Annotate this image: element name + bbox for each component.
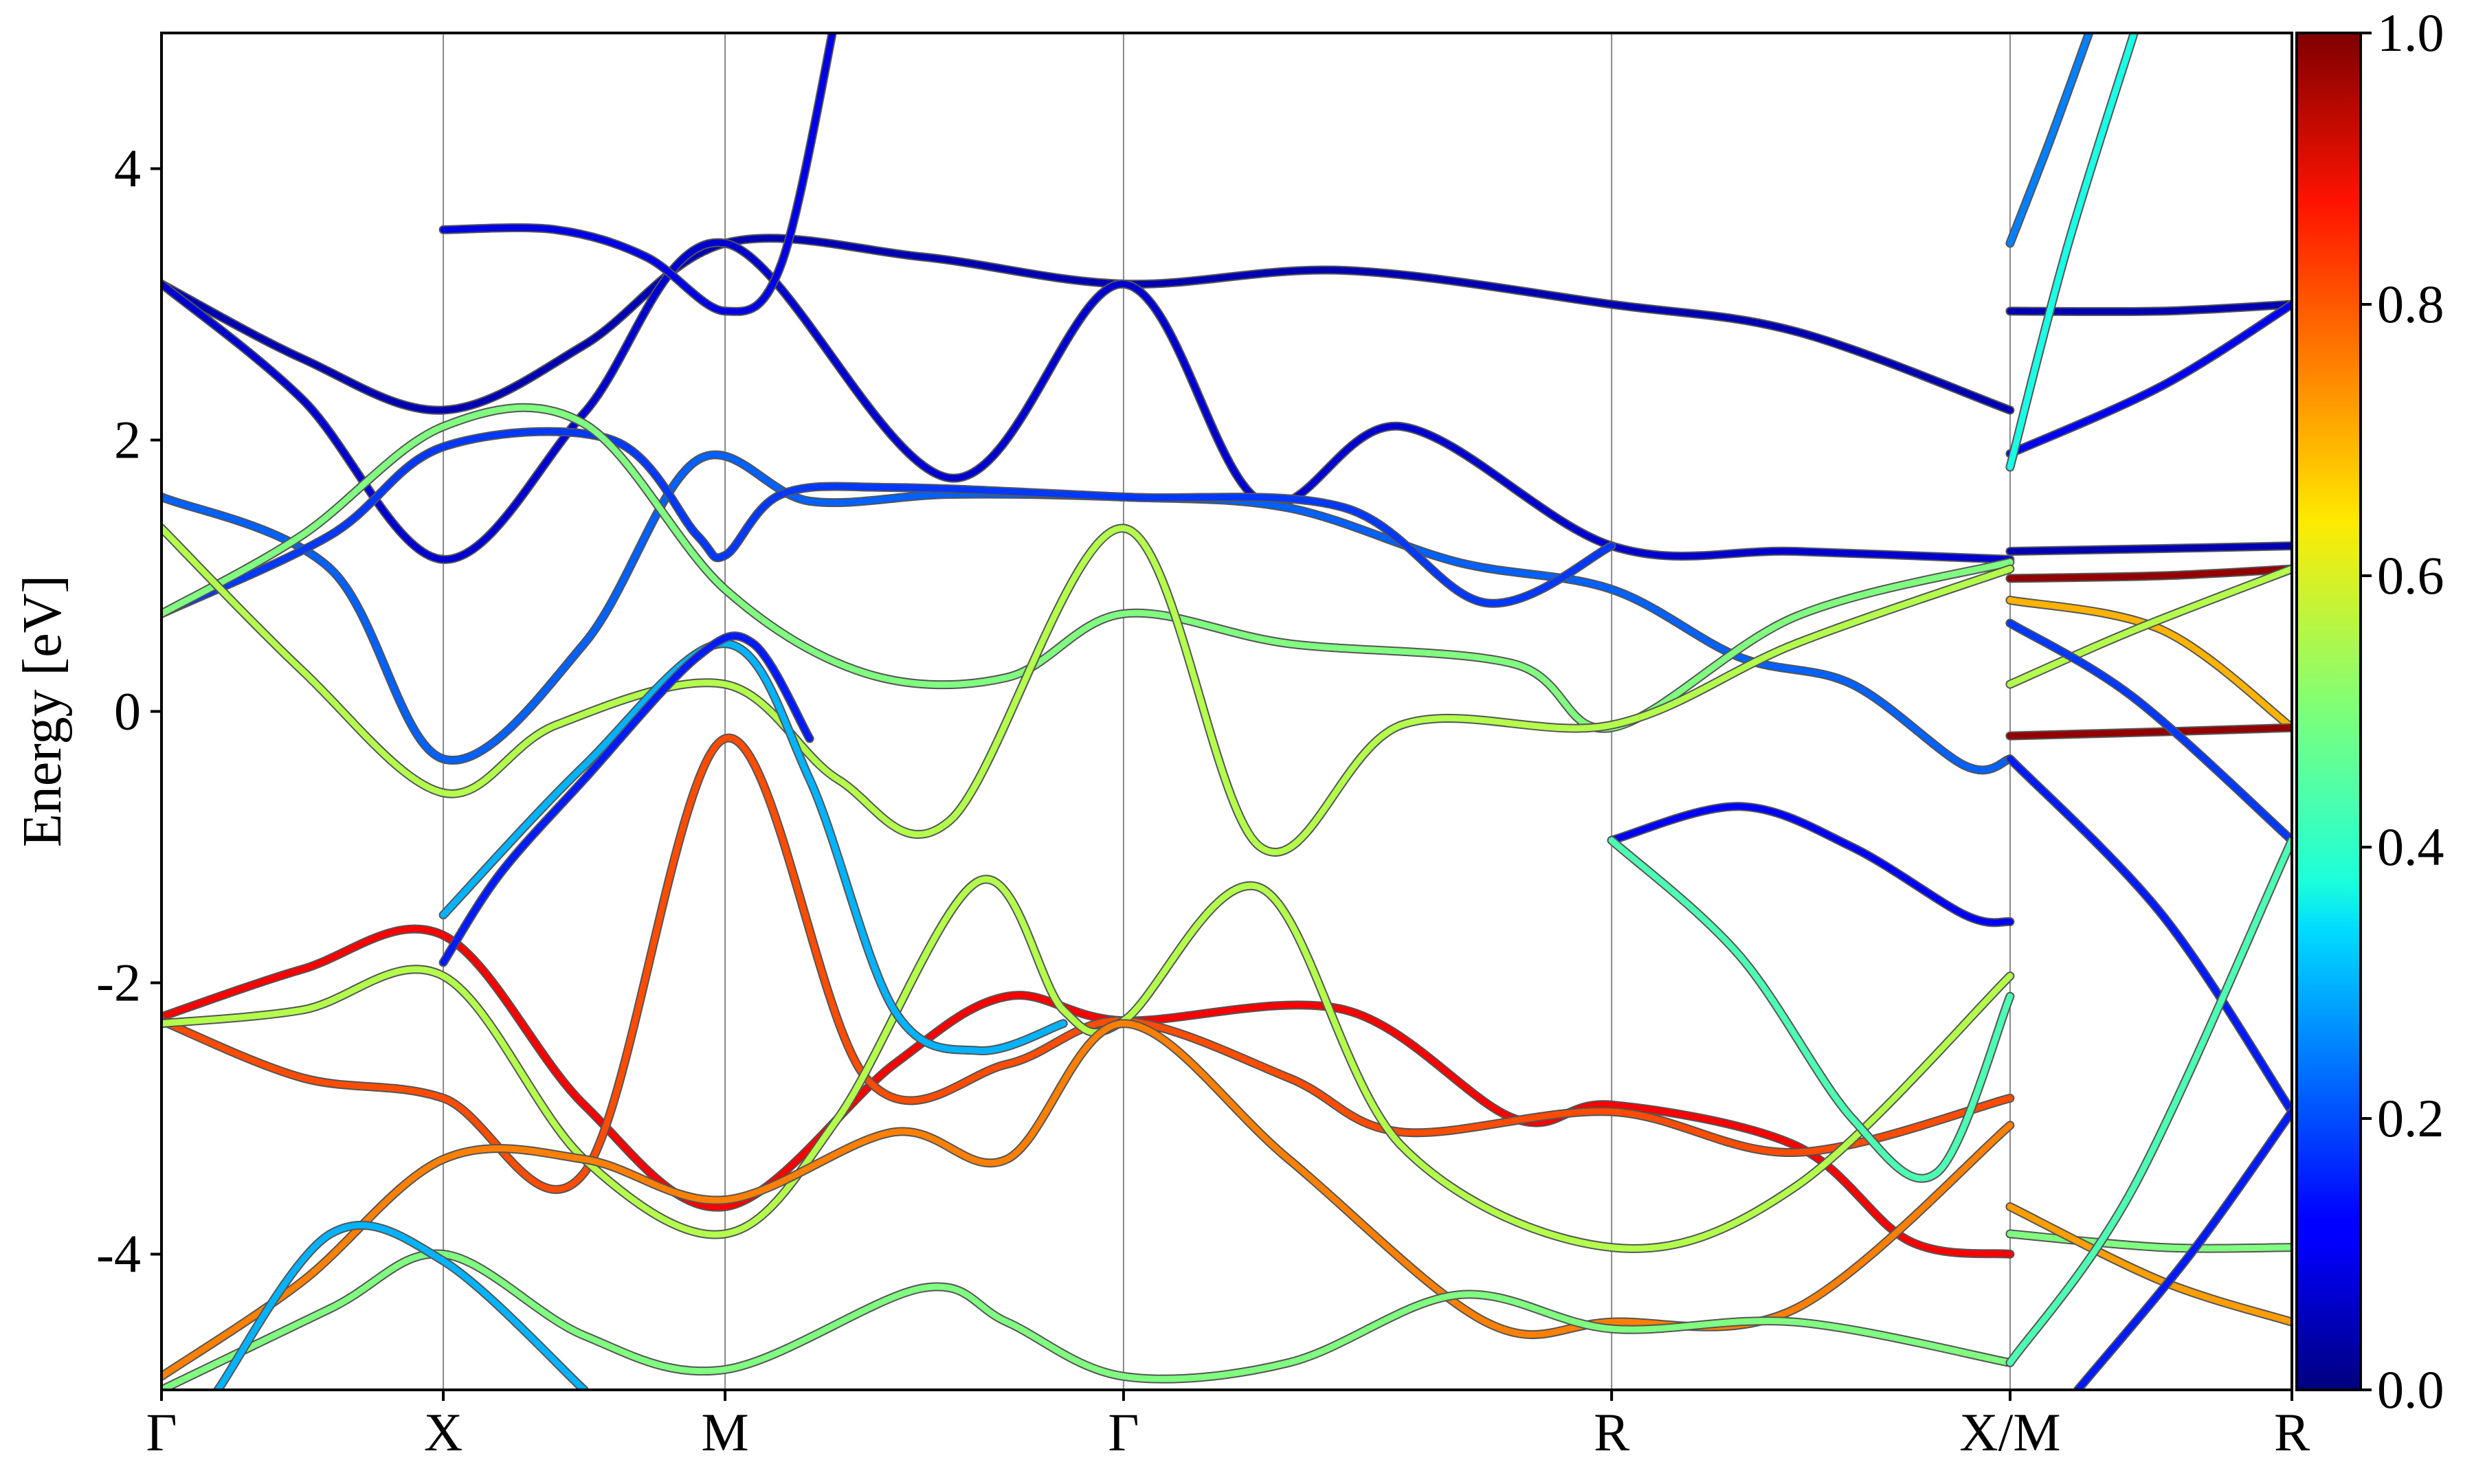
x-axis-ticks: Γ X M Γ R X/M R	[146, 1390, 2310, 1462]
colorbar-tick-label: 1.0	[2377, 3, 2444, 63]
band-line	[2074, 1108, 2292, 1390]
x-tick-label: M	[701, 1402, 748, 1462]
band-line	[2007, 565, 2292, 688]
band-line	[214, 1222, 588, 1390]
plot-area-background	[161, 33, 2292, 1390]
band-line	[2007, 1230, 2292, 1252]
band-line	[2007, 33, 2093, 247]
band-line	[2007, 597, 2292, 731]
band-line	[2007, 301, 2292, 457]
x-tick-label: Γ	[146, 1402, 177, 1462]
band-line	[440, 640, 1067, 1054]
band-line	[1608, 837, 2014, 1182]
colorbar-ticks: 0.0 0.2 0.4 0.6 0.8 1.0	[2361, 3, 2444, 1419]
band-line	[2007, 724, 2292, 739]
colorbar-tick-label: 0.0	[2377, 1360, 2444, 1419]
x-tick-label: R	[2274, 1402, 2310, 1462]
x-tick-label: X/M	[1959, 1402, 2060, 1462]
y-tick-label: 2	[114, 410, 141, 470]
colorbar-tick-label: 0.4	[2377, 817, 2444, 877]
band-line	[2007, 756, 2292, 1115]
y-tick-label: 0	[114, 682, 141, 741]
x-tick-label: R	[1594, 1402, 1629, 1462]
band-line	[440, 633, 813, 966]
colorbar-tick-label: 0.2	[2377, 1088, 2444, 1148]
y-tick-label: -2	[96, 953, 141, 1013]
band-lines	[161, 33, 2292, 1390]
band-line	[161, 235, 2014, 414]
band-line	[2007, 543, 2292, 554]
band-line	[161, 1250, 2014, 1390]
colorbar	[2295, 32, 2362, 1391]
band-line	[161, 734, 2014, 1193]
band-line	[2007, 837, 2292, 1366]
band-line	[2007, 565, 2292, 582]
band-line	[2007, 620, 2292, 844]
band-line	[161, 1020, 2014, 1380]
band-line	[2007, 33, 2137, 471]
band-line	[161, 876, 2014, 1252]
band-line	[161, 525, 2014, 855]
band-line	[2007, 1203, 2292, 1325]
y-tick-label: 4	[114, 139, 141, 199]
colorbar-tick-label: 0.8	[2377, 274, 2444, 334]
y-tick-label: -4	[96, 1224, 141, 1284]
band-line	[161, 428, 1615, 617]
band-line	[440, 33, 836, 315]
x-tick-label: X	[424, 1402, 463, 1462]
x-tick-label: Γ	[1108, 1402, 1139, 1462]
colorbar-tick-label: 0.6	[2377, 546, 2444, 605]
y-axis-ticks: 4 2 0 -2 -4	[96, 139, 161, 1284]
y-axis-title: Energy [eV]	[12, 575, 73, 847]
band-line	[161, 925, 2014, 1257]
band-line	[1608, 803, 2014, 926]
